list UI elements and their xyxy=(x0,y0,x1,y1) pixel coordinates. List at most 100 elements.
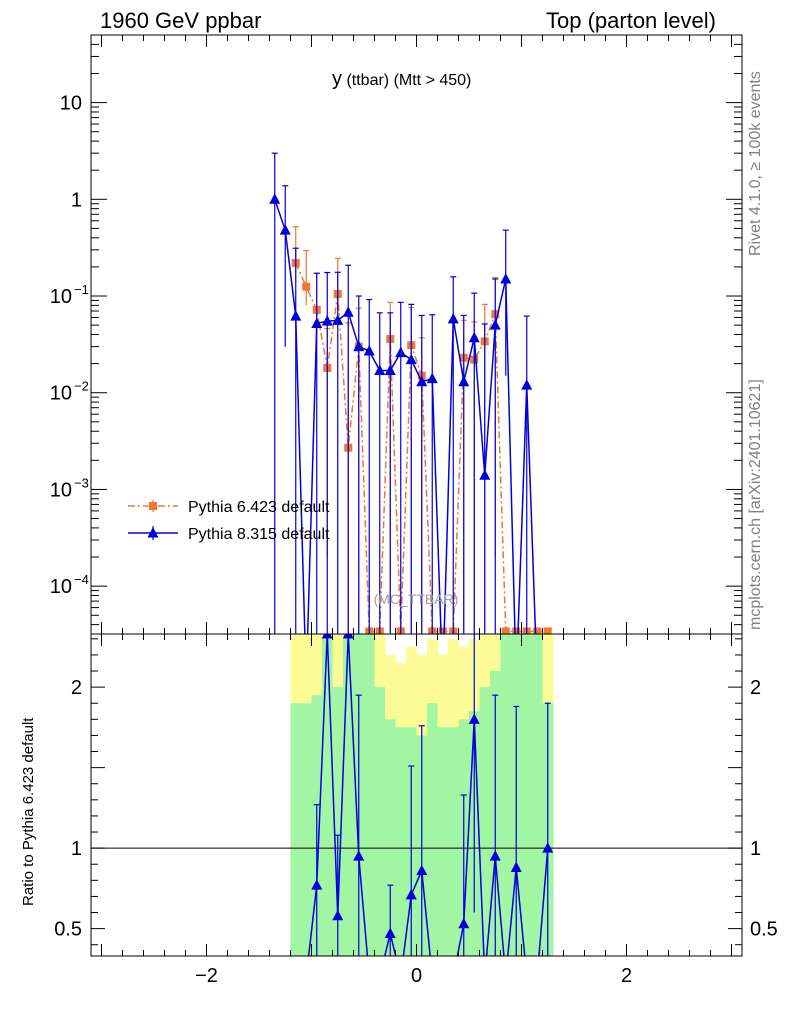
green-band-bin xyxy=(301,703,312,956)
pythia8-point xyxy=(468,331,480,343)
pythia6-point xyxy=(302,282,311,291)
pythia8-point xyxy=(395,346,407,358)
pythia8-point xyxy=(447,312,459,324)
pythia8-point xyxy=(311,317,323,328)
ratio-y-tick-label-right: 1 xyxy=(750,838,761,860)
ratio-y-tick-label-right: 2 xyxy=(750,677,761,699)
pythia6-point xyxy=(543,627,552,634)
pythia8-point xyxy=(521,379,533,390)
y-tick-exponent: −3 xyxy=(74,475,89,490)
green-band-bin xyxy=(332,687,344,956)
ratio-y-tick-label: 1 xyxy=(71,838,82,860)
ratio-point xyxy=(468,713,480,724)
green-band-bin xyxy=(437,727,449,956)
ratio-point xyxy=(353,850,365,861)
green-band-bin xyxy=(322,638,333,956)
ratio-point xyxy=(374,971,385,982)
ratio-point xyxy=(395,971,406,982)
legend-pythia6-marker xyxy=(149,502,157,510)
y-tick-exponent: −2 xyxy=(74,379,89,394)
ratio-point xyxy=(510,861,522,872)
green-band-bin xyxy=(532,634,543,956)
pythia8-point xyxy=(279,224,291,235)
green-band-bin xyxy=(500,634,512,956)
ratio-point xyxy=(500,971,511,982)
ratio-y-tick-label-right: 0.5 xyxy=(750,919,778,941)
ratio-point xyxy=(489,850,501,861)
ratio-y-tick-label: 0.5 xyxy=(54,919,82,941)
plot-title-rest: (ttbar) (Mtt > 450) xyxy=(346,72,472,89)
pythia8-point xyxy=(342,306,354,317)
ratio-y-tick-label: 2 xyxy=(71,677,82,699)
legend-pythia8-marker xyxy=(147,527,159,538)
y-tick-label: 10 xyxy=(50,479,72,501)
pythia8-point xyxy=(363,345,375,356)
plot-title: y (ttbar) (Mtt > 450) xyxy=(332,68,471,91)
pythia8-point xyxy=(269,193,281,204)
pythia8-point xyxy=(321,315,333,326)
ratio-point xyxy=(311,879,323,890)
pythia8-point xyxy=(489,319,501,330)
pythia6-point xyxy=(533,627,542,634)
ratio-point xyxy=(405,888,417,900)
ratio-point xyxy=(479,971,490,982)
green-band-bin xyxy=(395,727,407,956)
y-tick-label: 10 xyxy=(50,383,72,405)
y-tick-exponent: −1 xyxy=(74,282,89,297)
main-plot-frame xyxy=(90,34,743,635)
header-right: Top (parton level) xyxy=(546,8,716,33)
ratio-line xyxy=(307,634,549,956)
pythia8-point xyxy=(426,372,438,384)
ratio-point xyxy=(458,917,470,929)
legend-pythia8-label: Pythia 8.315 default xyxy=(188,526,330,543)
analysis-watermark: (MC_TTBAR) xyxy=(374,591,459,607)
y-tick-label: 10 xyxy=(50,576,72,598)
pythia8-point xyxy=(458,375,470,387)
green-band-bin xyxy=(290,703,302,956)
y-tick-label: 1 xyxy=(71,189,82,211)
green-band-bin xyxy=(448,727,459,956)
x-tick-label: 0 xyxy=(411,965,422,987)
x-tick-label: 2 xyxy=(621,965,632,987)
ratio-point xyxy=(448,971,459,982)
ratio-point xyxy=(521,971,532,982)
y-tick-label: 10 xyxy=(60,93,82,115)
pythia6-point xyxy=(512,627,521,634)
pythia6-point xyxy=(438,627,447,634)
ratio-point xyxy=(384,927,396,938)
legend-pythia6-label: Pythia 6.423 default xyxy=(188,499,330,516)
green-band-bin xyxy=(427,703,438,956)
ratio-point xyxy=(321,634,333,639)
pythia8-point xyxy=(332,314,344,325)
ratio-point xyxy=(332,909,344,921)
plot-title-variable: y xyxy=(332,68,342,90)
pythia8-point xyxy=(405,353,417,365)
ratio-point xyxy=(427,971,438,982)
x-tick-label: −2 xyxy=(195,965,218,987)
ratio-point xyxy=(416,864,428,876)
ratio-point xyxy=(532,971,543,982)
ratio-point xyxy=(364,971,375,982)
green-band-bin xyxy=(374,687,386,956)
pythia8-point xyxy=(479,469,491,480)
green-band-bin xyxy=(343,634,354,956)
pythia8-point xyxy=(384,364,396,375)
green-band-bin xyxy=(385,719,396,956)
ratio-point xyxy=(301,971,312,982)
ratio-point xyxy=(342,634,354,639)
header-left: 1960 GeV ppbar xyxy=(100,8,262,33)
y-tick-exponent: −4 xyxy=(74,572,89,587)
pythia6-point xyxy=(501,627,510,634)
pythia8-point xyxy=(353,340,365,352)
y-tick-label: 10 xyxy=(50,286,72,308)
pythia8-point xyxy=(374,364,386,375)
green-band-bin xyxy=(364,634,375,956)
green-band-bin xyxy=(521,634,533,956)
ratio-point xyxy=(542,842,554,853)
pythia8-point xyxy=(500,272,512,284)
green-band-bin xyxy=(479,687,491,956)
ratio-point xyxy=(437,971,448,982)
pythia8-point xyxy=(290,310,302,321)
pythia8-point xyxy=(416,375,428,387)
